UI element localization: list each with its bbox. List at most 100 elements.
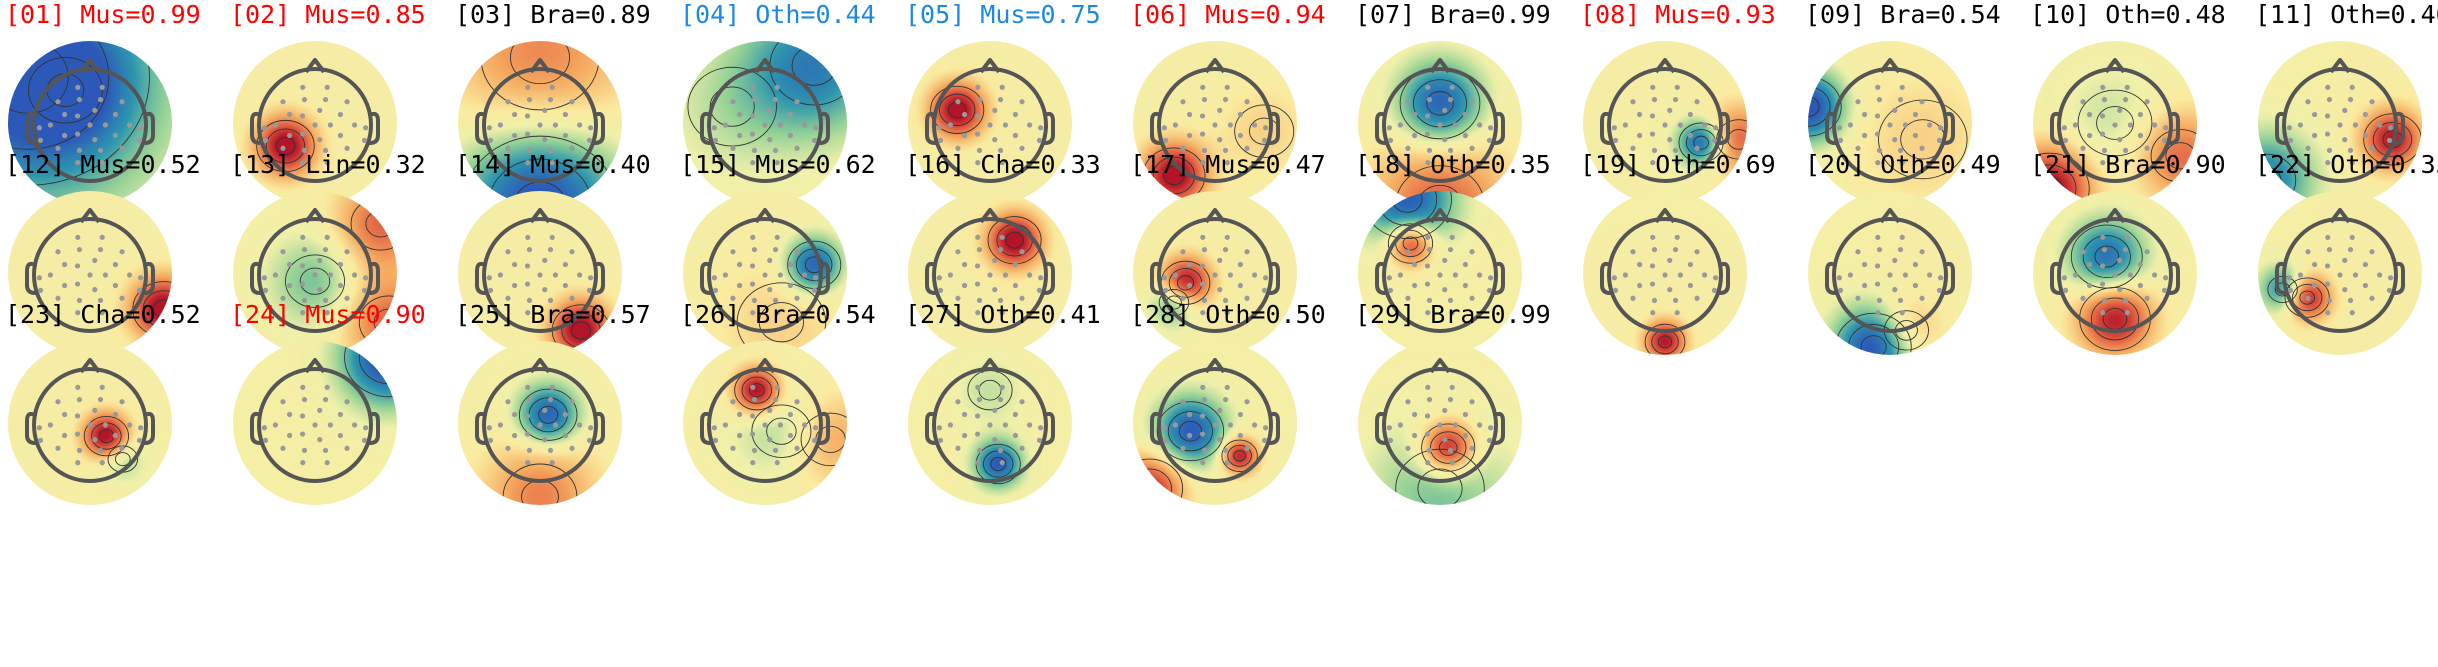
contour-line bbox=[299, 267, 331, 295]
scalp-topomap bbox=[1583, 41, 1747, 205]
electrode-dot bbox=[1199, 431, 1206, 437]
electrode-dot bbox=[787, 282, 794, 289]
electrode-dot bbox=[112, 282, 119, 289]
electrode-dot bbox=[2326, 297, 2333, 304]
electrode-dot bbox=[1200, 84, 1206, 90]
electrode-dot bbox=[1424, 431, 1431, 437]
electrode-dot bbox=[2100, 84, 2106, 90]
component-label: Oth=0.49 bbox=[1880, 150, 2001, 179]
contour-line bbox=[978, 379, 1002, 401]
right-ear-icon bbox=[2393, 111, 2405, 145]
electrode-dot bbox=[322, 297, 329, 304]
nose-icon bbox=[1879, 58, 1901, 74]
electrode-dot bbox=[317, 137, 323, 143]
contour-line bbox=[1167, 411, 1213, 452]
electrode-dot bbox=[722, 272, 728, 278]
component-title: [29] Bra=0.99 bbox=[1355, 300, 1551, 330]
left-ear-icon bbox=[700, 411, 712, 445]
electrode-dot bbox=[2326, 246, 2333, 253]
component-index: [02] bbox=[230, 0, 291, 29]
nose-icon bbox=[304, 58, 326, 74]
electrode-dot bbox=[1162, 437, 1169, 443]
left-ear-icon bbox=[475, 261, 487, 295]
electrode-dot bbox=[722, 422, 728, 428]
electrode-dot bbox=[736, 132, 743, 139]
electrode-dot bbox=[1411, 282, 1418, 289]
electrode-dot bbox=[997, 147, 1004, 154]
electrode-dot bbox=[119, 295, 125, 301]
component-label: Lin=0.32 bbox=[305, 150, 426, 179]
contour-line bbox=[1430, 431, 1467, 464]
head-outline bbox=[482, 367, 598, 483]
electrode-dot bbox=[2386, 137, 2393, 143]
electrode-dot bbox=[569, 99, 575, 105]
electrode-dot bbox=[1405, 445, 1411, 451]
electrode-dot bbox=[1711, 137, 1718, 143]
electrode-dot bbox=[344, 145, 350, 151]
electrode-dot bbox=[992, 287, 998, 293]
contour-line bbox=[1685, 129, 1717, 157]
electrode-dot bbox=[1222, 447, 1229, 454]
electrode-dot bbox=[324, 310, 330, 316]
component-label: Bra=0.99 bbox=[1430, 0, 1551, 29]
electrode-dot bbox=[762, 272, 768, 278]
electrode-dot bbox=[1199, 413, 1206, 419]
electrode-dot bbox=[999, 160, 1005, 166]
electrode-dot bbox=[955, 445, 961, 451]
electrode-dot bbox=[1244, 295, 1250, 301]
electrode-dot bbox=[2305, 295, 2311, 301]
electrode-dot bbox=[1224, 234, 1230, 240]
electrode-dot bbox=[525, 234, 531, 240]
electrode-dot bbox=[1630, 99, 1636, 105]
electrode-dot bbox=[1899, 234, 1905, 240]
contour-line bbox=[358, 341, 397, 385]
component-index: [29] bbox=[1355, 300, 1416, 329]
right-ear-icon bbox=[368, 261, 380, 295]
electrode-dot bbox=[1469, 295, 1475, 301]
electrode-dot bbox=[1477, 422, 1483, 428]
electrode-dot bbox=[547, 246, 554, 253]
electrode-dot bbox=[1667, 137, 1673, 143]
electrode-dot bbox=[2124, 160, 2130, 166]
electrode-dot bbox=[542, 137, 548, 143]
electrode-dot bbox=[301, 246, 308, 253]
electrode-dot bbox=[1875, 160, 1881, 166]
nose-icon bbox=[979, 58, 1001, 74]
contour-line bbox=[1808, 96, 1820, 117]
scalp-topomap bbox=[1583, 191, 1747, 355]
electrode-dot bbox=[1201, 96, 1208, 103]
electrode-dot bbox=[1449, 84, 1455, 90]
component-28: [28] Oth=0.50 bbox=[1130, 300, 1330, 505]
electrode-dot bbox=[1217, 287, 1223, 293]
electrode-dot bbox=[55, 399, 61, 405]
component-index: [20] bbox=[1805, 150, 1866, 179]
electrode-dot bbox=[262, 437, 269, 443]
electrode-dot bbox=[1019, 99, 1025, 105]
electrode-dot bbox=[2152, 122, 2158, 128]
contour-line bbox=[1421, 423, 1476, 472]
electrode-dot bbox=[2305, 145, 2311, 151]
electrode-dot bbox=[1630, 145, 1636, 151]
electrode-dot bbox=[736, 261, 743, 268]
electrode-dot bbox=[1702, 272, 1708, 278]
contour-line bbox=[462, 135, 618, 205]
component-label: Mus=0.94 bbox=[1205, 0, 1326, 29]
electrode-dot bbox=[1222, 396, 1229, 403]
electrode-dot bbox=[1651, 297, 1658, 304]
right-ear-icon bbox=[818, 111, 830, 145]
electrode-dot bbox=[1411, 411, 1418, 418]
electrode-dot bbox=[2062, 287, 2069, 293]
electrode-dot bbox=[1887, 272, 1893, 278]
electrode-dot bbox=[286, 282, 293, 289]
electrode-dot bbox=[363, 125, 369, 131]
electrode-dot bbox=[794, 145, 800, 151]
component-title: [26] Bra=0.54 bbox=[680, 300, 876, 330]
electrode-dot bbox=[976, 96, 983, 103]
electrode-dot bbox=[1674, 84, 1680, 90]
electrode-dot bbox=[1452, 122, 1458, 128]
electrode-dot bbox=[99, 84, 105, 90]
electrode-dot bbox=[750, 460, 756, 466]
scalp-topomap bbox=[458, 41, 622, 205]
electrode-dot bbox=[961, 261, 968, 268]
electrode-dot bbox=[2144, 295, 2150, 301]
